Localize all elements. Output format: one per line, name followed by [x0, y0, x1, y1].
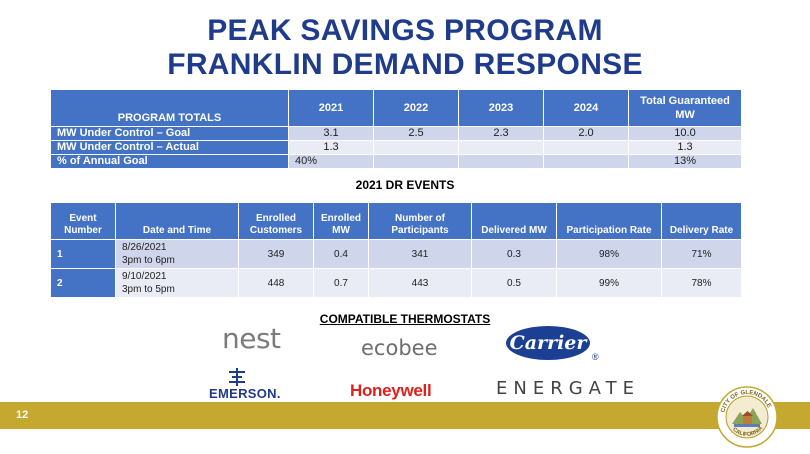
table-cell: [373, 140, 459, 155]
table-cell: 0.5: [471, 268, 557, 298]
event-date: 9/10/2021: [122, 271, 167, 282]
year-header: 2023: [458, 89, 544, 127]
table-row: % of Annual Goal 40% 13%: [50, 154, 742, 169]
table-cell: 0.3: [471, 239, 557, 269]
date-time-header: Date and Time: [115, 202, 239, 240]
table-cell: 78%: [661, 268, 742, 298]
footer-bar: [0, 402, 810, 429]
registered-mark-icon: ®: [592, 352, 599, 362]
total-cell: 13%: [628, 154, 742, 169]
table-cell: 341: [368, 239, 472, 269]
event-time: 3pm to 6pm: [122, 255, 175, 266]
row-label: MW Under Control – Goal: [50, 126, 289, 141]
page-title-line2: FRANKLIN DEMAND RESPONSE: [167, 48, 643, 81]
table-cell: 3.1: [288, 126, 374, 141]
table-cell: 0.7: [313, 268, 369, 298]
table-cell: 443: [368, 268, 472, 298]
year-header: 2022: [373, 89, 459, 127]
ecobee-logo: ecobee: [361, 336, 438, 360]
page-number: 12: [16, 409, 29, 421]
table-cell: 2.3: [458, 126, 544, 141]
event-date: 8/26/2021: [122, 242, 167, 253]
table-cell: 99%: [556, 268, 662, 298]
total-guaranteed-header: Total Guaranteed MW: [628, 89, 742, 127]
table-cell: 2.5: [373, 126, 459, 141]
table-cell: 98%: [556, 239, 662, 269]
nest-logo: nest: [222, 322, 281, 355]
energate-logo: ENERGATE: [496, 378, 640, 399]
honeywell-logo: Honeywell: [350, 381, 432, 400]
city-seal-icon: CITY OF GLENDALE CALIFORNIA: [716, 386, 778, 448]
carrier-logo-text: Carrier: [509, 332, 587, 354]
page-title-line1: PEAK SAVINGS PROGRAM: [207, 14, 603, 47]
table-row: MW Under Control – Goal 3.1 2.5 2.3 2.0 …: [50, 126, 742, 141]
table-row: MW Under Control – Actual 1.3 1.3: [50, 140, 742, 155]
year-header: 2021: [288, 89, 374, 127]
totals-header-label: PROGRAM TOTALS: [50, 89, 289, 127]
delivered-mw-header: Delivered MW: [471, 202, 557, 240]
table-cell: 40%: [288, 154, 374, 169]
emerson-mark-icon: [229, 368, 245, 386]
participation-rate-header: Participation Rate: [556, 202, 662, 240]
table-cell: [543, 154, 629, 169]
carrier-logo: Carrier: [506, 326, 590, 360]
event-number: 2: [50, 268, 116, 298]
event-number-header: Event Number: [50, 202, 116, 240]
table-row: 2 9/10/2021 3pm to 5pm 448 0.7 443 0.5 99…: [50, 268, 742, 298]
table-cell: 2.0: [543, 126, 629, 141]
participants-header: Number of Participants: [368, 202, 472, 240]
enrolled-customers-header: Enrolled Customers: [238, 202, 314, 240]
table-cell: 0.4: [313, 239, 369, 269]
dr-events-table: Event Number Date and Time Enrolled Cust…: [50, 202, 742, 298]
event-number: 1: [50, 239, 116, 269]
table-cell: 1.3: [288, 140, 374, 155]
total-cell: 10.0: [628, 126, 742, 141]
year-header: 2024: [543, 89, 629, 127]
delivery-rate-header: Delivery Rate: [661, 202, 742, 240]
table-cell: [458, 140, 544, 155]
table-cell: 349: [238, 239, 314, 269]
enrolled-mw-header: Enrolled MW: [313, 202, 369, 240]
total-cell: 1.3: [628, 140, 742, 155]
table-row: 1 8/26/2021 3pm to 6pm 349 0.4 341 0.3 98…: [50, 239, 742, 269]
row-label: MW Under Control – Actual: [50, 140, 289, 155]
event-date-time: 8/26/2021 3pm to 6pm: [115, 239, 239, 269]
table-cell: [373, 154, 459, 169]
events-title: 2021 DR EVENTS: [355, 178, 455, 192]
emerson-logo: EMERSON.: [209, 386, 281, 401]
table-cell: 448: [238, 268, 314, 298]
table-cell: [458, 154, 544, 169]
row-label: % of Annual Goal: [50, 154, 289, 169]
program-totals-table: PROGRAM TOTALS 2021 2022 2023 2024 Total…: [50, 89, 742, 169]
event-time: 3pm to 5pm: [122, 284, 175, 295]
event-date-time: 9/10/2021 3pm to 5pm: [115, 268, 239, 298]
thermostats-title: COMPATIBLE THERMOSTATS: [319, 312, 491, 326]
table-cell: [543, 140, 629, 155]
table-cell: 71%: [661, 239, 742, 269]
